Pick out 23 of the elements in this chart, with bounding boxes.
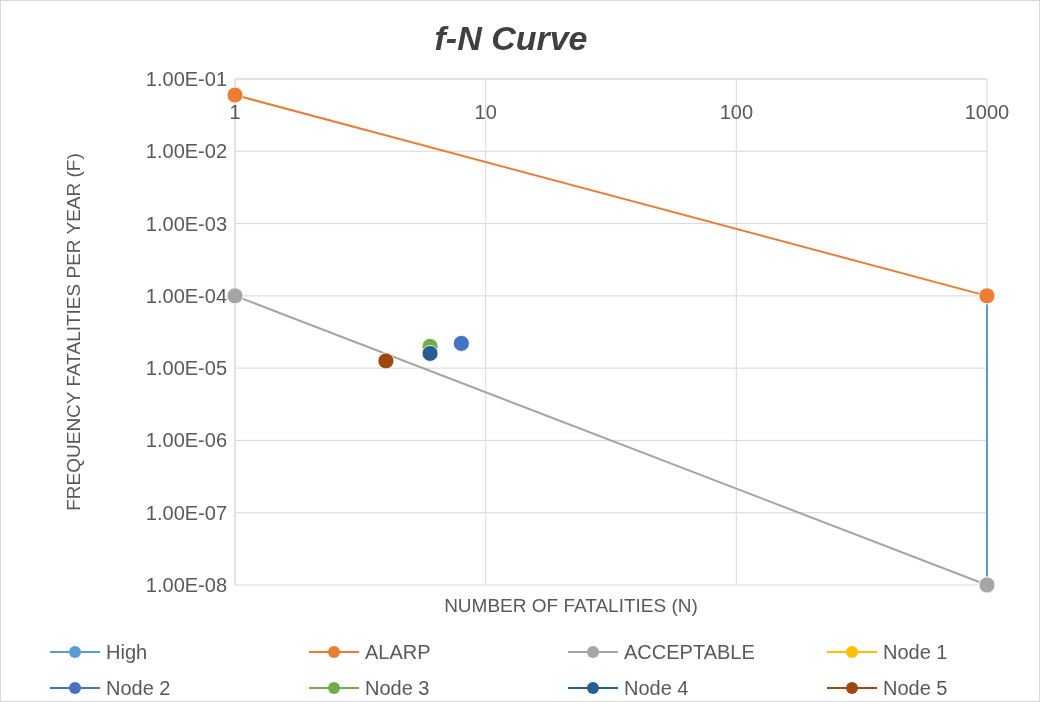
y-tick-label: 1.00E-05 <box>145 357 227 380</box>
chart-title: f-N Curve <box>434 19 588 57</box>
x-tick-label: 1000 <box>964 101 1010 123</box>
legend-label: Node 3 <box>365 677 430 699</box>
y-axis-title: FREQUENCY FATALITIES PER YEAR (F) <box>63 153 84 511</box>
legend-label: Node 1 <box>883 641 948 663</box>
y-tick-label: 1.00E-02 <box>145 140 227 163</box>
y-tick-label: 1.00E-01 <box>145 68 227 90</box>
x-tick-label: 100 <box>719 101 754 123</box>
legend-label: Node 4 <box>624 677 689 699</box>
x-axis-title: NUMBER OF FATALITIES (N) <box>444 595 698 616</box>
legend-label: ACCEPTABLE <box>624 641 755 663</box>
y-tick-label: 1.00E-07 <box>145 501 227 524</box>
legend-label: High <box>106 641 148 663</box>
y-tick-label: 1.00E-06 <box>145 429 227 452</box>
x-tick-label: 10 <box>474 101 497 123</box>
y-tick-label: 1.00E-08 <box>145 574 227 596</box>
y-tick-label: 1.00E-04 <box>145 284 227 307</box>
legend-label: Node 5 <box>883 677 948 699</box>
y-tick-label: 1.00E-03 <box>145 212 227 235</box>
legend-label: Node 2 <box>106 677 171 699</box>
x-tick-label: 1 <box>229 101 241 123</box>
legend-label: ALARP <box>365 641 431 663</box>
